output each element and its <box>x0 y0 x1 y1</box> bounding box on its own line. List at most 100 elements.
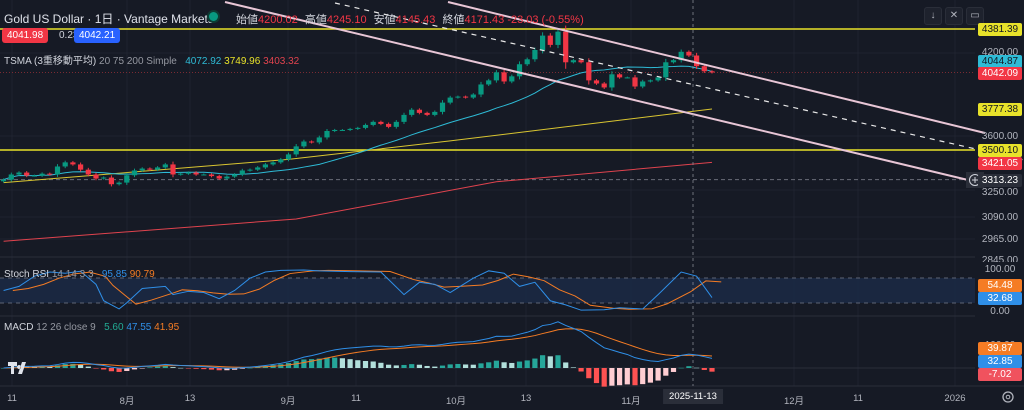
macd-histogram-bar <box>570 367 576 368</box>
tick-3250: 3250.00 <box>981 187 1019 198</box>
low-value: 4145.43 <box>395 14 436 26</box>
time-label: 13 <box>520 393 532 404</box>
candle-body <box>116 182 122 185</box>
macd-histogram-bar <box>1 368 7 369</box>
ohlc-readout: 始値4200.02 高値4245.10 安値4145.43 終値4171.43 … <box>232 11 584 27</box>
macd-histogram-bar <box>162 365 168 368</box>
symbol-title[interactable]: Gold US Dollar · 1日 · Vantage Markets <box>4 12 214 26</box>
candle-body <box>439 102 446 112</box>
price-pane[interactable] <box>0 25 975 242</box>
candle-body <box>570 60 576 63</box>
channel-line-lower[interactable] <box>224 1 969 181</box>
change-value: -23.03 (-0.55%) <box>507 14 584 26</box>
macd-histogram-bar <box>201 368 207 370</box>
time-label: 11 <box>7 393 17 404</box>
candle-body <box>463 96 469 98</box>
macd-histogram-bar <box>632 368 638 386</box>
macd-histogram-bar <box>655 368 661 381</box>
candle-body <box>601 83 607 88</box>
macd-histogram-bar <box>309 359 315 368</box>
candle-body <box>62 162 68 167</box>
candle-body <box>386 123 392 127</box>
tick-3600: 3600.00 <box>981 131 1019 142</box>
time-label: 13 <box>184 393 196 404</box>
candle-body <box>393 121 399 127</box>
buy-button[interactable]: 4042.21 <box>74 28 121 43</box>
candle-body <box>632 77 638 87</box>
candle-body <box>478 84 484 95</box>
stoch-rsi-pane[interactable] <box>3 269 722 311</box>
stoch-k-label: 32.68 <box>978 292 1022 305</box>
stoch-k-value: 95.85 <box>101 269 127 280</box>
macd-histogram-bar <box>239 368 245 369</box>
channel-line-upper[interactable] <box>447 1 986 134</box>
macd-histogram-bar <box>178 367 184 369</box>
macd-histogram-bar <box>108 368 114 372</box>
candle-body <box>108 177 114 185</box>
candle-body <box>247 169 253 171</box>
ma20-label: 4044.87 <box>978 55 1022 68</box>
stoch-d-line <box>12 269 722 310</box>
tsma-legend[interactable]: TSMA (3重移動平均) 20 75 200 Simple 4072.92 3… <box>4 52 299 67</box>
candle-body <box>8 174 14 180</box>
macd-line <box>3 321 713 369</box>
macd-signal-value: 41.95 <box>154 322 180 333</box>
macd-histogram-bar <box>47 366 53 368</box>
candle-body <box>347 128 353 130</box>
candle-body <box>101 177 107 179</box>
candle-body <box>701 66 707 72</box>
candle-body <box>193 172 199 175</box>
time-label: 9月 <box>280 396 296 407</box>
macd-histogram-bar <box>547 356 553 368</box>
candle-body <box>663 62 669 78</box>
macd-hist-value: 5.60 <box>104 322 124 333</box>
fullscreen-icon[interactable]: ▭ <box>966 7 984 25</box>
macd-signal-label: 39.87 <box>978 342 1022 355</box>
settings-gear-icon[interactable] <box>1002 391 1014 403</box>
candle-body <box>524 59 530 65</box>
candle-body <box>401 114 407 122</box>
macd-histogram-bar <box>285 362 292 368</box>
collapse-icon[interactable]: ✕ <box>945 7 963 25</box>
candle-body <box>432 111 438 115</box>
macd-histogram-bar <box>470 364 476 368</box>
arrow-down-icon[interactable]: ↓ <box>924 7 942 25</box>
high-label: 高値 <box>304 14 327 26</box>
macd-histogram-bar <box>301 359 307 368</box>
macd-pane[interactable] <box>0 321 975 387</box>
tradingview-logo <box>8 362 26 374</box>
macd-label: 32.85 <box>978 355 1022 368</box>
stoch-legend[interactable]: Stoch RSI 14 14 3 3 95.85 90.79 <box>4 269 155 280</box>
macd-histogram-bar <box>185 368 191 369</box>
macd-histogram-bar <box>386 364 392 368</box>
macd-histogram-bar <box>139 368 145 369</box>
tsma-params: 20 75 200 Simple <box>99 56 177 67</box>
candle-body <box>78 164 84 170</box>
sell-button[interactable]: 4041.98 <box>2 28 49 43</box>
time-label: 11 <box>853 393 863 404</box>
candle-body <box>578 60 584 63</box>
candle-body <box>270 162 276 165</box>
macd-histogram-bar <box>686 366 692 368</box>
candle-body <box>540 35 546 50</box>
candle-body <box>232 174 238 177</box>
channel-midline-dashed[interactable] <box>334 2 1024 161</box>
candle-body <box>170 164 176 175</box>
macd-histogram-bar <box>378 362 384 368</box>
macd-histogram-bar <box>670 368 677 372</box>
macd-histogram-bar <box>694 367 700 369</box>
macd-legend[interactable]: MACD 12 26 close 9 5.60 47.55 41.95 <box>4 322 179 333</box>
candle-body <box>185 172 191 174</box>
candle-body <box>178 173 184 175</box>
candle-body <box>370 121 376 125</box>
hline-mid-label: 3500.10 <box>978 144 1022 157</box>
spread-value: 0.23 <box>59 30 79 41</box>
macd-histogram-bar <box>678 367 684 369</box>
high-value: 4245.10 <box>326 14 367 26</box>
tick-3090: 3090.00 <box>981 212 1019 223</box>
macd-histogram-bar <box>463 364 469 368</box>
macd-histogram-bar <box>540 355 546 368</box>
macd-hist-label: -7.02 <box>978 368 1022 381</box>
candle-body <box>678 51 684 61</box>
